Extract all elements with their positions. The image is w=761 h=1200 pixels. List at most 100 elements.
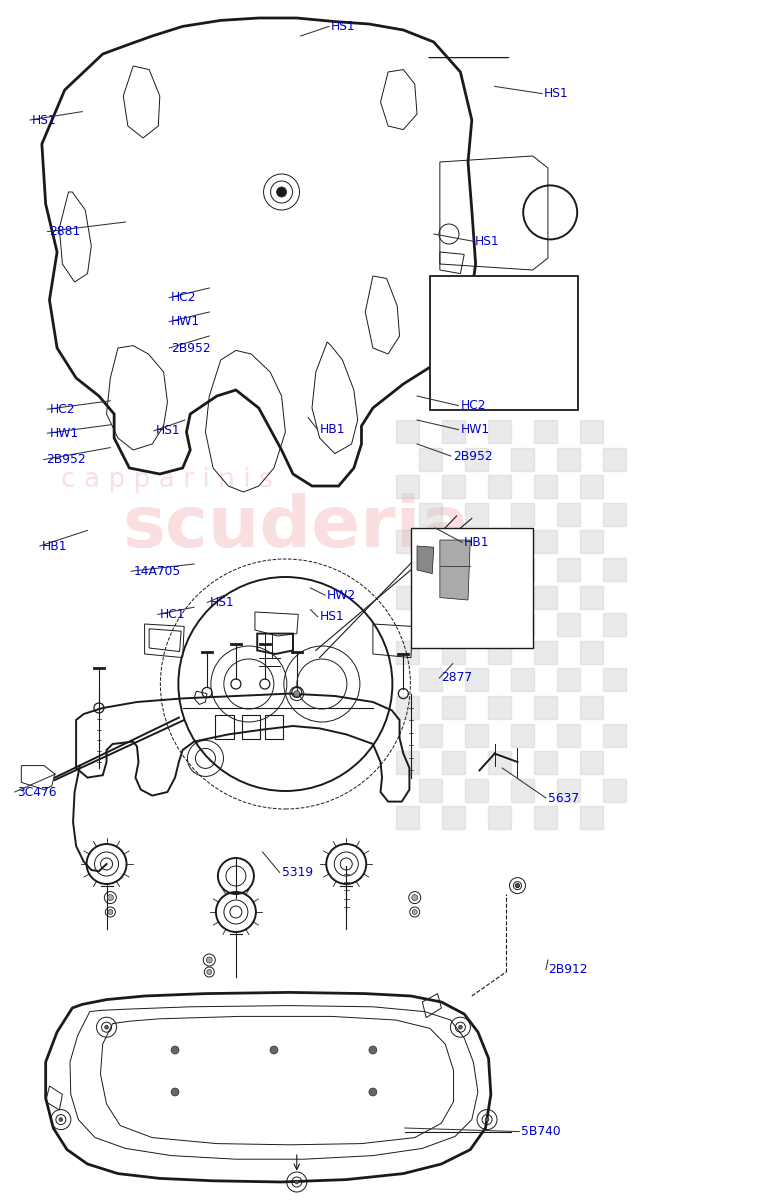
Bar <box>488 420 511 443</box>
Bar <box>441 806 465 829</box>
Text: HB1: HB1 <box>42 540 68 552</box>
Text: 2B912: 2B912 <box>548 964 587 976</box>
Text: HC1: HC1 <box>160 608 186 620</box>
Circle shape <box>108 910 113 914</box>
Bar <box>488 530 511 553</box>
Bar <box>511 613 533 636</box>
Circle shape <box>171 1046 179 1054</box>
Bar <box>557 558 580 581</box>
Circle shape <box>515 883 520 888</box>
Circle shape <box>485 1117 489 1122</box>
Bar <box>430 276 578 410</box>
Bar <box>533 806 557 829</box>
Bar <box>557 613 580 636</box>
Bar <box>603 668 626 691</box>
Text: 3C476: 3C476 <box>17 786 56 798</box>
Bar <box>465 448 488 470</box>
Bar <box>419 668 441 691</box>
Bar <box>441 696 465 719</box>
Circle shape <box>206 958 212 962</box>
Bar <box>557 503 580 526</box>
Bar <box>511 724 533 746</box>
Bar <box>511 503 533 526</box>
Text: c a p p a r i n i s: c a p p a r i n i s <box>61 467 272 493</box>
Bar <box>441 641 465 664</box>
Text: 2B952: 2B952 <box>171 342 211 354</box>
Bar <box>488 696 511 719</box>
Bar <box>419 613 441 636</box>
Bar <box>603 558 626 581</box>
Bar <box>396 420 419 443</box>
Circle shape <box>207 970 212 974</box>
Circle shape <box>412 910 417 914</box>
Circle shape <box>270 1046 278 1054</box>
Bar <box>511 558 533 581</box>
Bar <box>465 503 488 526</box>
Bar <box>419 558 441 581</box>
Bar <box>557 668 580 691</box>
Bar <box>603 448 626 470</box>
Bar <box>580 806 603 829</box>
Text: HS1: HS1 <box>320 611 344 623</box>
Bar <box>511 448 533 470</box>
Text: 5B740: 5B740 <box>521 1126 561 1138</box>
Bar <box>488 475 511 498</box>
Bar <box>533 641 557 664</box>
Bar <box>533 420 557 443</box>
Text: 2881: 2881 <box>49 226 81 238</box>
Circle shape <box>276 187 287 197</box>
Bar <box>396 475 419 498</box>
Text: 2B952: 2B952 <box>453 450 492 462</box>
Text: HS1: HS1 <box>475 235 499 247</box>
Bar <box>557 779 580 802</box>
Bar <box>441 586 465 608</box>
Bar <box>488 806 511 829</box>
Bar <box>465 724 488 746</box>
Circle shape <box>369 1088 377 1096</box>
Bar <box>396 696 419 719</box>
Bar <box>580 475 603 498</box>
Text: HC2: HC2 <box>49 403 75 415</box>
Bar <box>603 779 626 802</box>
Bar <box>465 668 488 691</box>
Text: HS1: HS1 <box>544 88 568 100</box>
Bar <box>533 751 557 774</box>
Bar <box>488 641 511 664</box>
Circle shape <box>171 1088 179 1096</box>
Text: HS1: HS1 <box>32 114 56 126</box>
Bar <box>557 724 580 746</box>
Text: HW1: HW1 <box>171 316 200 328</box>
Bar <box>465 558 488 581</box>
Polygon shape <box>417 546 434 574</box>
Circle shape <box>294 690 300 696</box>
Bar <box>580 530 603 553</box>
Text: HS1: HS1 <box>156 425 180 437</box>
Text: scuderia: scuderia <box>122 493 469 563</box>
Bar <box>580 586 603 608</box>
Bar <box>533 530 557 553</box>
Bar <box>580 420 603 443</box>
Text: 2877: 2877 <box>441 672 473 684</box>
Bar <box>419 779 441 802</box>
Text: HB1: HB1 <box>320 424 345 436</box>
Bar <box>396 806 419 829</box>
Bar <box>396 530 419 553</box>
Text: HS1: HS1 <box>331 20 355 32</box>
Bar <box>396 751 419 774</box>
Text: HB1: HB1 <box>464 536 490 548</box>
Bar <box>533 696 557 719</box>
Text: HW2: HW2 <box>327 589 356 601</box>
Circle shape <box>458 1025 463 1030</box>
Circle shape <box>59 1117 63 1122</box>
Bar <box>511 668 533 691</box>
Bar <box>580 641 603 664</box>
Bar <box>465 779 488 802</box>
Bar <box>419 503 441 526</box>
Circle shape <box>369 1046 377 1054</box>
Text: 14A705: 14A705 <box>133 565 180 577</box>
Bar <box>603 724 626 746</box>
Bar <box>557 448 580 470</box>
Polygon shape <box>440 540 470 600</box>
Bar <box>441 530 465 553</box>
Bar <box>488 751 511 774</box>
